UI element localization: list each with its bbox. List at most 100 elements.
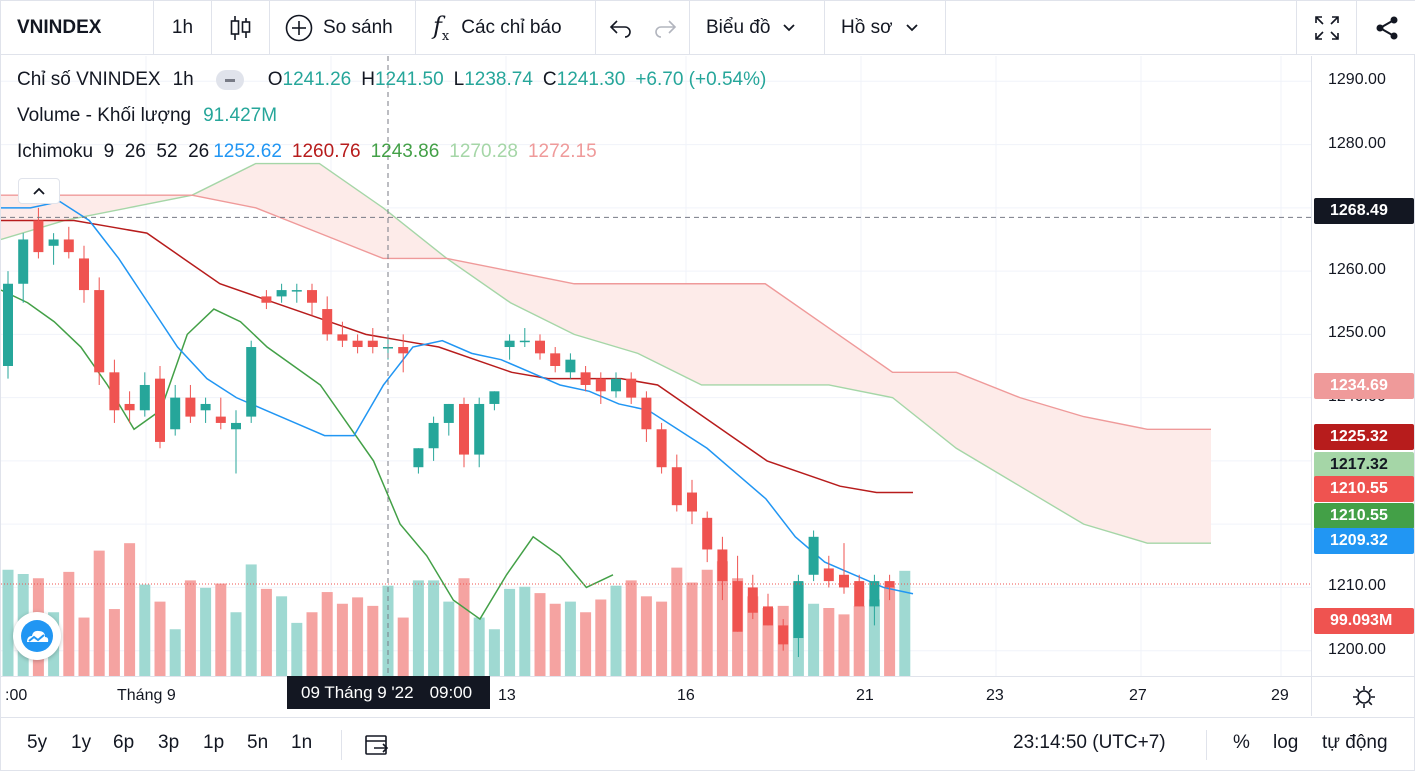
high-value: 1241.50 [374, 69, 444, 90]
candle-body [611, 378, 621, 392]
price-axis-tag: 1209.32 [1314, 528, 1414, 554]
volume-legend: Volume - Khối lượng 91.427M [17, 105, 277, 127]
volume-bar [78, 617, 90, 676]
range-5y-button[interactable]: 5y [27, 732, 48, 753]
volume-bar [397, 617, 409, 676]
plus-circle-icon [285, 14, 313, 41]
clock-timezone[interactable]: 23:14:50 (UTC+7) [1013, 732, 1166, 753]
volume-bar [853, 605, 865, 676]
volume-bar [686, 582, 698, 676]
series-interval: 1h [172, 69, 194, 90]
volume-bar [291, 622, 303, 676]
volume-bar [2, 569, 14, 676]
symbol-search[interactable]: VNINDEX [17, 1, 101, 54]
volume-bar [260, 588, 272, 676]
candle-body [413, 448, 424, 468]
volume-bar [443, 601, 455, 676]
volume-bar [488, 629, 500, 676]
chevron-down-icon [783, 23, 796, 31]
collapse-series-icon[interactable] [215, 70, 244, 90]
candle-body [443, 403, 454, 423]
volume-bar [671, 567, 683, 676]
volume-bar [534, 593, 546, 676]
time-axis[interactable]: :00 Tháng 9 13 16 21 23 27 29 [1, 676, 1311, 716]
main-series-legend: Chỉ số VNINDEX 1h O 1241.26 H 1241.50 L 123… [17, 69, 766, 91]
price-axis-tick: 1290.00 [1328, 71, 1386, 89]
fx-icon: fx [433, 11, 450, 44]
chart-settings-button[interactable] [1311, 676, 1415, 716]
chevron-down-icon [905, 23, 918, 31]
volume-bar [610, 585, 622, 676]
crosshair-time-label: 09 Tháng 9 '22 09:00 [287, 676, 490, 709]
candle-body [185, 397, 196, 417]
candle-body [48, 239, 59, 246]
candle-body [337, 334, 348, 341]
volume-bar [245, 564, 257, 676]
candle-body [580, 372, 591, 385]
volume-bar [63, 571, 75, 676]
price-axis-tick: 1250.00 [1328, 324, 1386, 342]
interval-button[interactable]: 1h [153, 1, 211, 54]
candle-body [276, 290, 287, 297]
chart-menu-button[interactable]: Biểu đồ [689, 1, 824, 54]
time-axis-label: 16 [677, 687, 695, 704]
indicators-button[interactable]: fx Các chỉ báo [415, 1, 595, 54]
go-to-date-button[interactable] [364, 733, 390, 762]
ichimoku-span-b-value: 1272.15 [527, 141, 597, 162]
range-1m-button[interactable]: 1p [203, 732, 225, 753]
volume-bar [580, 612, 592, 676]
range-5d-button[interactable]: 5n [247, 732, 269, 753]
crosshair-date: 09 Tháng 9 '22 [301, 682, 414, 702]
compare-button[interactable]: So sánh [269, 1, 415, 54]
range-6m-button[interactable]: 6p [113, 732, 135, 753]
fullscreen-icon [1314, 15, 1339, 40]
top-toolbar: VNINDEX 1h So sánh fx Các chỉ báo [1, 1, 1415, 55]
candle-body [18, 239, 29, 284]
auto-scale-toggle[interactable]: tự động [1322, 732, 1388, 753]
percent-toggle[interactable]: % [1233, 732, 1250, 753]
candle-body [307, 290, 317, 303]
open-label: O [267, 69, 283, 90]
candle-body [747, 587, 758, 613]
chart-type-button[interactable] [211, 1, 269, 54]
range-1d-button[interactable]: 1n [291, 732, 313, 753]
ichimoku-cloud [1, 163, 1211, 544]
ichimoku-span-b-line [1, 194, 1211, 430]
volume-bar [108, 609, 120, 676]
candle-body [474, 403, 485, 455]
volume-bar [139, 584, 151, 676]
divider [341, 730, 342, 760]
share-icon [1376, 16, 1397, 39]
range-3m-button[interactable]: 3p [158, 732, 180, 753]
candle-body [489, 391, 500, 404]
volume-bar [93, 550, 105, 676]
volume-bar [625, 580, 637, 676]
volume-bar [868, 599, 880, 676]
tradingview-logo[interactable] [13, 612, 61, 660]
redo-button[interactable] [643, 1, 689, 54]
ichimoku-base-value: 1260.76 [291, 141, 361, 162]
profile-menu-button[interactable]: Hồ sơ [824, 1, 946, 54]
candle-body [124, 403, 135, 411]
candle-body [200, 403, 211, 411]
undo-button[interactable] [595, 1, 643, 54]
candle-body [504, 340, 515, 348]
volume-bar [899, 570, 911, 676]
candle-body [565, 359, 576, 373]
ichimoku-span-a-value: 1270.28 [449, 141, 518, 162]
fullscreen-button[interactable] [1296, 1, 1356, 54]
price-axis[interactable]: 1290.001280.001270.001260.001250.001240.… [1311, 56, 1415, 676]
share-button[interactable] [1356, 1, 1415, 54]
candle-body [869, 581, 880, 607]
candle-body [823, 568, 834, 582]
collapse-legend-button[interactable] [18, 178, 60, 204]
candle-body [550, 353, 561, 366]
range-1y-button[interactable]: 1y [71, 732, 92, 753]
log-toggle[interactable]: log [1273, 732, 1299, 753]
candle-body [519, 340, 530, 343]
volume-bar [382, 585, 394, 676]
volume-bar [169, 629, 181, 676]
high-label: H [361, 69, 375, 90]
price-axis-tick: 1260.00 [1328, 261, 1386, 279]
volume-bar [352, 597, 364, 676]
